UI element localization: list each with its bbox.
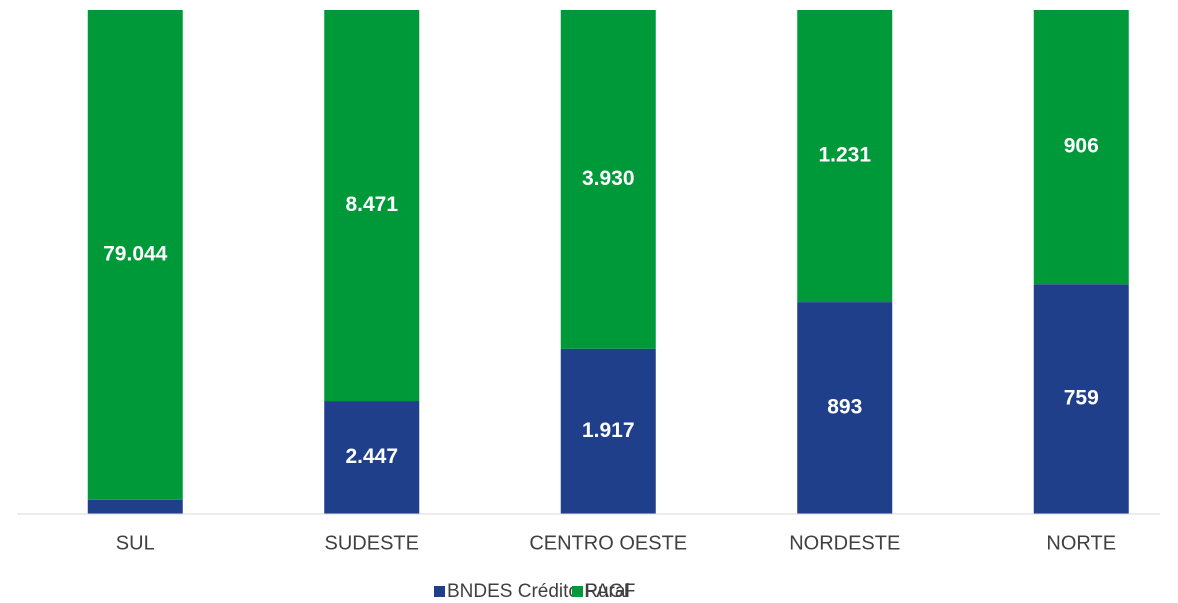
x-tick-label: NORTE [1046,532,1116,554]
bar-segment [560,348,656,514]
data-label: 906 [1064,135,1099,158]
data-label: 79.044 [103,242,168,265]
legend-label: PAGF [585,581,635,602]
data-label: 759 [1064,387,1099,410]
data-label: 2.447 [345,445,398,468]
bar-segment [797,10,893,303]
legend-swatch [572,586,583,597]
data-label: 1.917 [582,419,635,442]
x-tick-label: CENTRO OESTE [529,532,687,554]
legend-label: BNDES Crédito Rural [447,581,630,602]
bar-segment [87,499,183,514]
legend-swatch [434,586,445,597]
x-tick-label: NORDESTE [789,532,900,554]
bar-segment [1033,284,1129,514]
data-label: 3.930 [582,167,635,190]
data-label: 8.471 [345,193,398,216]
x-tick-label: SUL [116,532,155,554]
bar-segment [1033,10,1129,285]
bar-segment [87,10,183,500]
data-label: 1.231 [818,144,871,167]
bar-segment [324,401,420,514]
bar-segment [324,10,420,402]
data-label: 893 [827,396,862,419]
bar-segment [560,10,656,349]
bar-segment [797,302,893,514]
x-tick-label: SUDESTE [325,532,419,554]
